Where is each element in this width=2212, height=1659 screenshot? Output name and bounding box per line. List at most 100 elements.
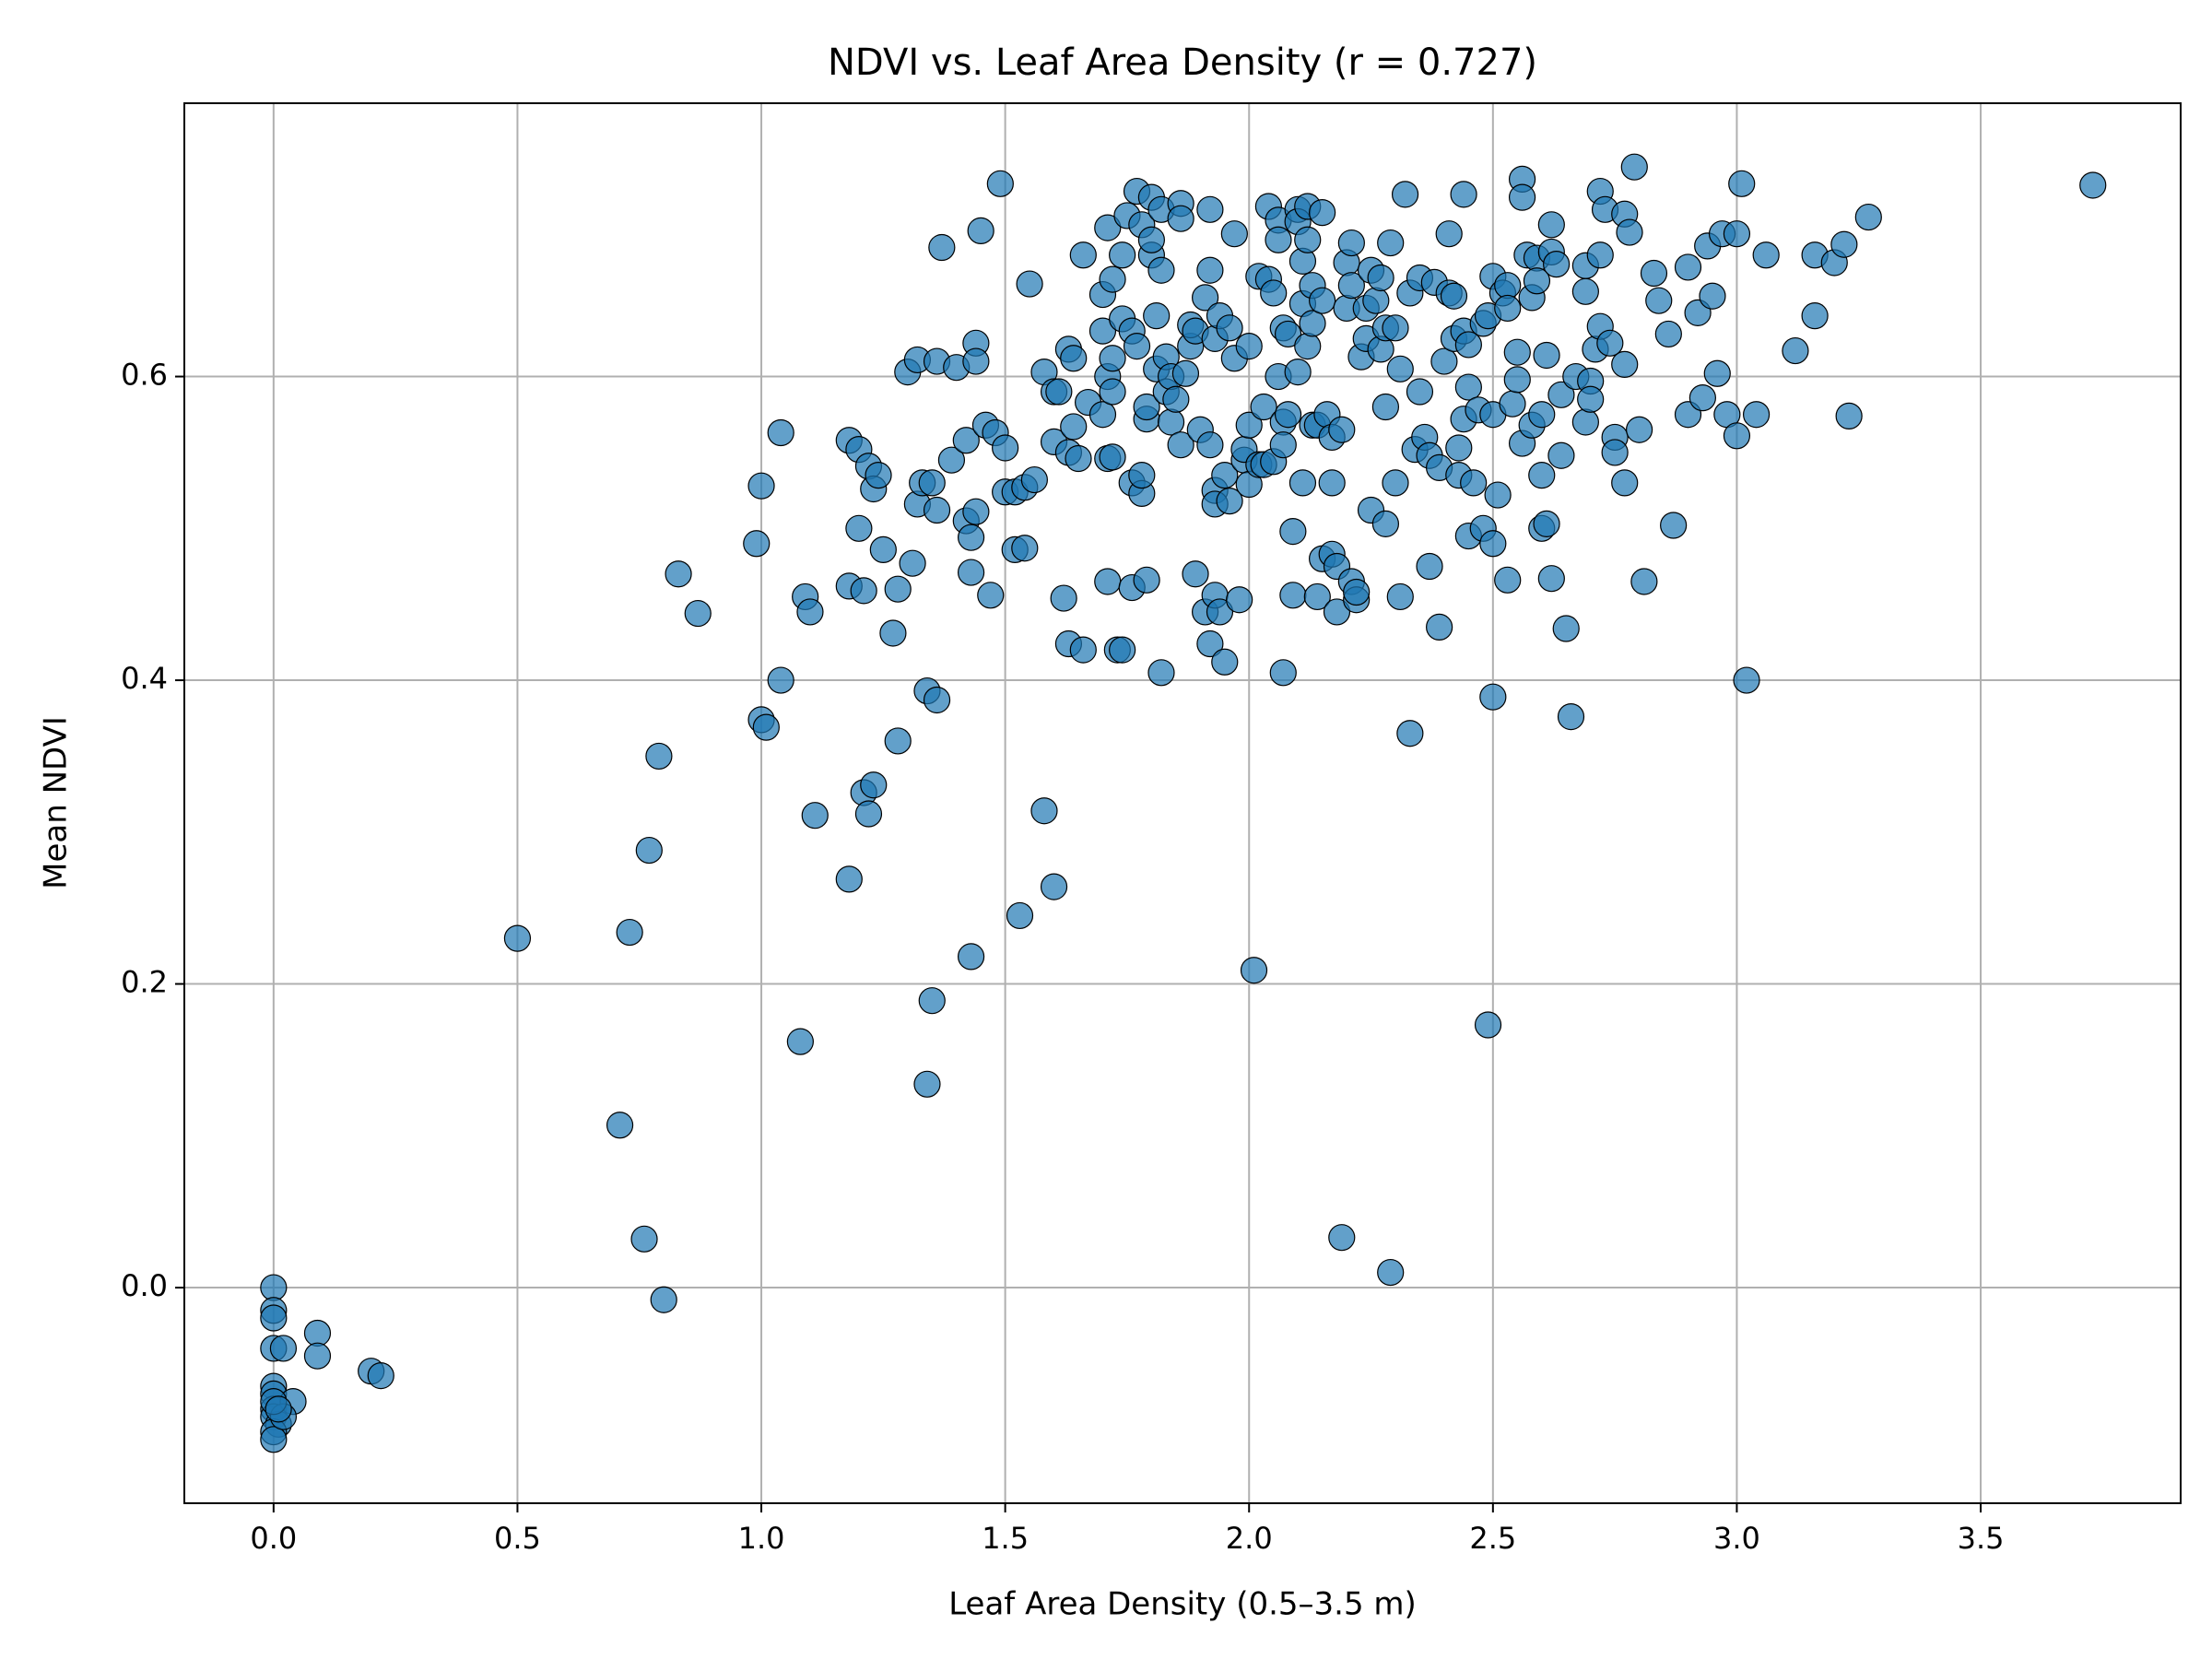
scatter-point <box>1577 385 1605 413</box>
scatter-point <box>1123 333 1151 360</box>
scatter-point <box>1337 229 1365 257</box>
scatter-point <box>767 418 794 447</box>
scatter-point <box>1240 957 1268 984</box>
scatter-point <box>1288 469 1317 497</box>
scatter-point <box>1211 462 1239 489</box>
scatter-point <box>1454 331 1482 359</box>
scatter-point <box>962 498 990 525</box>
scatter-point <box>1069 241 1097 269</box>
scatter-point <box>1494 272 1522 300</box>
scatter-point <box>1137 226 1165 253</box>
scatter-point <box>1630 568 1658 595</box>
scatter-point <box>1371 510 1400 537</box>
scatter-point <box>1196 629 1224 658</box>
x-tick-label: 3.5 <box>1958 1521 2005 1556</box>
scatter-point <box>1279 582 1307 609</box>
scatter-point <box>1309 199 1336 227</box>
scatter-point <box>1494 294 1522 323</box>
scatter-point <box>1654 320 1682 348</box>
scatter-point <box>845 514 873 542</box>
scatter-point <box>1196 256 1224 284</box>
scatter-point <box>1611 469 1639 497</box>
x-tick-label: 0.0 <box>250 1521 297 1556</box>
scatter-point <box>884 575 912 603</box>
scatter-point <box>1460 469 1488 497</box>
scatter-point <box>1616 218 1643 246</box>
scatter-point <box>786 1028 814 1055</box>
scatter-point <box>1157 408 1185 436</box>
scatter-point <box>1435 220 1463 248</box>
scatter-point <box>923 686 951 714</box>
y-tick-label: 0.0 <box>121 1268 168 1303</box>
scatter-point <box>1109 636 1136 664</box>
scatter-point <box>1294 333 1322 360</box>
scatter-point <box>1377 229 1405 257</box>
scatter-point <box>1391 181 1419 208</box>
scatter-point <box>1016 270 1043 298</box>
scatter-point <box>1060 345 1088 372</box>
scatter-point <box>1303 582 1331 611</box>
scatter-point <box>1094 214 1122 241</box>
scatter-point <box>1192 284 1219 312</box>
scatter-point <box>1318 469 1346 497</box>
scatter-point <box>1147 256 1175 284</box>
scatter-point <box>835 865 863 893</box>
scatter-point <box>650 1286 677 1313</box>
scatter-point <box>928 233 956 262</box>
scatter-point <box>1406 378 1434 406</box>
scatter-point <box>1011 535 1039 562</box>
x-tick-label: 3.0 <box>1713 1521 1760 1556</box>
scatter-point <box>1440 282 1468 310</box>
scatter-point <box>1299 310 1326 337</box>
y-tick-label: 0.2 <box>121 965 168 1000</box>
scatter-point <box>1611 350 1639 378</box>
scatter-point <box>1547 441 1575 469</box>
scatter-point <box>1835 402 1863 429</box>
scatter-point <box>986 170 1014 197</box>
scatter-point <box>1596 329 1624 357</box>
scatter-point <box>1586 241 1614 269</box>
scatter-point <box>918 469 946 497</box>
scatter-point <box>1625 416 1653 443</box>
scatter-point <box>1099 378 1126 406</box>
scatter-point <box>957 524 985 551</box>
scatter-point <box>1474 1011 1502 1039</box>
scatter-point <box>1601 439 1629 466</box>
scatter-point <box>1362 287 1390 314</box>
scatter-point <box>1284 359 1312 386</box>
scatter-point <box>303 1342 332 1370</box>
scatter-point <box>977 582 1005 609</box>
scatter-point <box>1260 279 1288 307</box>
x-axis-label: Leaf Area Density (0.5–3.5 m) <box>948 1586 1417 1623</box>
scatter-point <box>1450 181 1477 208</box>
scatter-point <box>1552 615 1580 642</box>
scatter-point <box>884 727 912 755</box>
scatter-point <box>1143 302 1171 330</box>
scatter-point <box>1337 272 1365 300</box>
scatter-point <box>1309 287 1336 314</box>
x-tick-label: 2.0 <box>1226 1521 1273 1556</box>
scatter-point <box>1045 378 1073 406</box>
scatter-point <box>1688 384 1716 412</box>
scatter-point <box>1742 401 1771 429</box>
scatter-point <box>1060 413 1088 441</box>
scatter-point <box>1699 282 1726 310</box>
scatter-point <box>2079 171 2107 199</box>
scatter-point <box>1484 481 1512 509</box>
scatter-point <box>1508 183 1536 211</box>
scatter-point <box>1537 565 1565 593</box>
scatter-point <box>616 918 643 947</box>
x-tick-label: 1.0 <box>738 1521 785 1556</box>
scatter-point <box>503 924 532 952</box>
scatter-point <box>1323 598 1351 626</box>
scatter-point <box>1099 345 1126 372</box>
scatter-point <box>854 800 883 828</box>
scatter-point <box>1528 462 1556 489</box>
scatter-point <box>937 446 966 474</box>
scatter-point <box>923 496 951 524</box>
scatter-point <box>1479 530 1507 558</box>
scatter-point <box>1382 314 1409 342</box>
scatter-point <box>1367 264 1394 292</box>
